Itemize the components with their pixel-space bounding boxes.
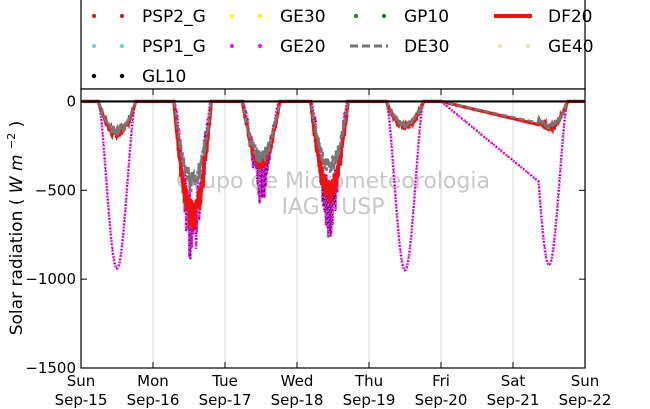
x-tick-date-label: Sep-16 xyxy=(127,391,180,409)
x-tick-date-label: Sep-15 xyxy=(55,391,108,409)
x-tick-day-label: Tue xyxy=(211,372,238,390)
x-tick-day-label: Sat xyxy=(501,372,526,390)
legend-swatch-GE30 xyxy=(257,13,263,19)
y-axis-ticks: 0 −500 −1000 −1500 xyxy=(25,92,585,377)
legend-label-GE40: GE40 xyxy=(548,37,594,57)
y-tick-label: 0 xyxy=(66,92,76,110)
grid-lines xyxy=(152,89,514,368)
x-tick-day-label: Sun xyxy=(571,372,600,390)
y-tick-label: −500 xyxy=(35,181,76,199)
legend: PSP2_G GE30 GP10 DF20 PSP1_G GE20 DE30 GE40 GL10 xyxy=(80,0,594,90)
y-axis-label-unit: W xyxy=(7,175,27,193)
y-axis-label-unit-exp: −2 xyxy=(5,133,18,149)
x-axis-ticks: SunSep-15MonSep-16TueSep-17WedSep-18ThuS… xyxy=(55,89,612,409)
legend-label-GP10: GP10 xyxy=(404,7,449,27)
x-tick-day-label: Wed xyxy=(281,372,314,390)
legend-swatch-GE40 xyxy=(525,43,531,49)
x-tick-date-label: Sep-20 xyxy=(415,391,468,409)
y-axis-label-unit-sub: m xyxy=(7,154,27,171)
y-axis-label-close: ) xyxy=(7,121,27,128)
legend-label-DE30: DE30 xyxy=(404,37,449,57)
x-tick-date-label: Sep-17 xyxy=(199,391,252,409)
x-tick-day-label: Mon xyxy=(137,372,169,390)
legend-label-DF20: DF20 xyxy=(548,7,593,27)
y-tick-label: −1000 xyxy=(25,270,76,288)
x-tick-day-label: Sun xyxy=(67,372,96,390)
legend-swatch-PSP1_G xyxy=(91,43,97,49)
legend-label-GE30: GE30 xyxy=(280,7,326,27)
legend-swatch-PSP2_G xyxy=(91,13,97,19)
y-axis-label-open: ( xyxy=(7,199,27,206)
legend-swatch-GE30 xyxy=(229,13,235,19)
legend-swatch-GP10 xyxy=(353,13,359,19)
legend-swatch-PSP2_G xyxy=(119,13,125,19)
legend-swatch-GE40 xyxy=(497,43,503,49)
legend-swatch-GL10 xyxy=(91,73,97,79)
plot-area xyxy=(80,88,586,369)
legend-swatch-GP10 xyxy=(381,13,387,19)
y-axis-label-main: Solar radiation xyxy=(7,211,27,336)
legend-label-GL10: GL10 xyxy=(142,67,186,87)
x-tick-date-label: Sep-19 xyxy=(343,391,396,409)
x-tick-date-label: Sep-21 xyxy=(487,391,540,409)
legend-label-GE20: GE20 xyxy=(280,37,326,57)
x-tick-date-label: Sep-18 xyxy=(271,391,324,409)
x-tick-date-label: Sep-22 xyxy=(559,391,612,409)
legend-label-PSP2_G: PSP2_G xyxy=(142,7,206,27)
legend-swatch-GL10 xyxy=(119,73,125,79)
x-tick-day-label: Thu xyxy=(354,372,383,390)
legend-swatch-GE20 xyxy=(229,43,235,49)
y-axis-label: Solar radiation ( W m −2 ) xyxy=(0,121,27,336)
legend-label-PSP1_G: PSP1_G xyxy=(142,37,206,57)
legend-swatch-PSP1_G xyxy=(119,43,125,49)
x-tick-day-label: Fri xyxy=(432,372,450,390)
legend-swatch-GE20 xyxy=(257,43,263,49)
y-tick-label: −1500 xyxy=(25,359,76,377)
